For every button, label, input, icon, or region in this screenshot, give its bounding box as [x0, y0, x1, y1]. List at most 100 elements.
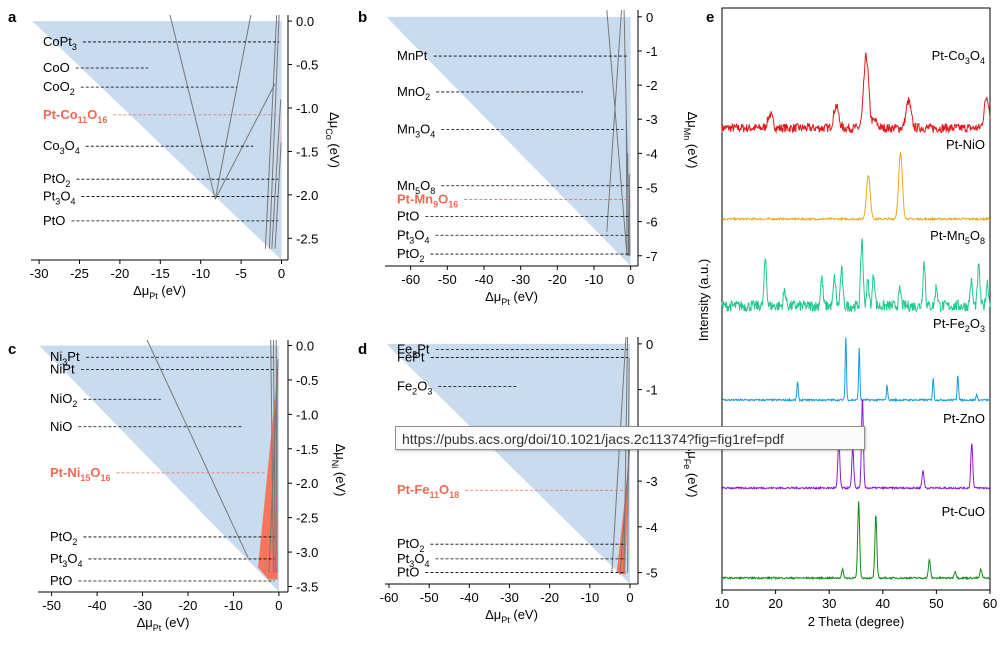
boundary-line: [270, 339, 274, 573]
y-tick-label: -2.5: [296, 511, 318, 526]
label-part: 3: [62, 357, 67, 367]
panel-d: Fe3PtFePtFe2O3Pt-Fe11O18PtO2Pt3O4PtO-60-…: [358, 337, 700, 625]
stable-region: [386, 343, 630, 584]
label-part: 4: [980, 56, 985, 66]
label-part: Ni: [50, 349, 62, 364]
label-part: (eV): [333, 468, 348, 496]
label-part: Fe: [397, 378, 412, 393]
label-part: O: [439, 482, 449, 497]
label-part: Mn: [397, 178, 415, 193]
x-tick-label: 20: [768, 596, 782, 611]
y-tick-label: -3: [646, 474, 658, 489]
label-part: O: [414, 551, 424, 566]
label-part: 18: [449, 490, 459, 500]
url-tooltip[interactable]: https://pubs.acs.org/doi/10.1021/jacs.2c…: [395, 426, 865, 450]
y-tick-label: 0.0: [296, 14, 314, 29]
label-part: 4: [430, 129, 435, 139]
y-tick-label: -3.5: [296, 579, 318, 594]
label-part: Δμ: [485, 289, 501, 304]
x-tick-label: -30: [133, 598, 152, 613]
x-tick-label: -60: [380, 590, 399, 605]
label-part: 4: [75, 146, 80, 156]
boundary-line: [611, 336, 627, 573]
phase-label: Fe2O3: [397, 378, 432, 396]
label-part: 16: [448, 199, 458, 209]
label-part: Δμ: [327, 112, 342, 128]
label-part: (eV): [685, 469, 700, 497]
x-tick-label: -40: [475, 272, 494, 287]
boundary-line: [271, 99, 282, 249]
x-tick-label: -20: [179, 598, 198, 613]
phase-label: PtO: [50, 573, 72, 588]
boundary-line: [169, 14, 216, 200]
xrd-series-line: [721, 399, 991, 491]
label-part: 2: [965, 324, 970, 334]
label-part: PtO: [50, 573, 72, 588]
x-tick-label: -10: [224, 598, 243, 613]
x-tick-label: -10: [585, 272, 604, 287]
x-tick-label: -10: [580, 590, 599, 605]
label-part: Mn: [682, 128, 692, 141]
phase-label: FePt: [397, 350, 425, 365]
label-part: 3: [409, 235, 414, 245]
label-part: 2: [419, 544, 424, 554]
x-tick-label: -20: [540, 590, 559, 605]
pt-phase-region: [280, 107, 282, 152]
label-part: CoO: [43, 79, 70, 94]
label-part: (eV): [510, 289, 538, 304]
label-part: O: [87, 107, 97, 122]
label-part: O: [65, 138, 75, 153]
phase-label: Co3O4: [43, 138, 80, 156]
label-part: MnO: [397, 84, 425, 99]
y-tick-label: -5: [646, 180, 658, 195]
y-tick-label: -0.5: [296, 58, 318, 73]
panel-e: ePt-Co3O4Pt-NiOPt-Mn5O8Pt-Fe2O3Pt-ZnOPt-…: [696, 7, 997, 629]
label-part: 3: [980, 324, 985, 334]
xrd-series-line: [721, 151, 991, 222]
boundary-line: [268, 14, 280, 249]
label-part: PtO: [43, 213, 65, 228]
x-tick-label: 50: [929, 596, 943, 611]
xrd-series-label: Pt-Fe2O3: [933, 316, 985, 334]
phase-label: Mn3O4: [397, 121, 435, 139]
panel-letter-a: a: [8, 9, 17, 26]
y-tick-label: -6: [646, 215, 658, 230]
x-tick-label: -15: [151, 266, 170, 281]
phase-label: PtO: [397, 209, 419, 224]
label-part: 5: [965, 236, 970, 246]
y-tick-label: -4: [646, 520, 658, 535]
label-part: O: [60, 189, 70, 204]
label-part: O: [67, 551, 77, 566]
y-tick-label: -0.5: [296, 373, 318, 388]
stable-region: [386, 16, 631, 267]
label-part: O: [90, 465, 100, 480]
x-tick-label: -10: [191, 266, 210, 281]
label-part: 2: [412, 386, 417, 396]
label-part: 9: [433, 199, 438, 209]
label-part: (eV): [158, 283, 186, 298]
y-tick-label: -7: [646, 249, 658, 264]
label-part: 3: [62, 559, 67, 569]
label-part: 3: [427, 386, 432, 396]
label-part: Δμ: [137, 615, 153, 630]
label-part: NiPt: [50, 362, 75, 377]
boundary-line: [628, 173, 631, 256]
label-part: CoO: [43, 60, 70, 75]
y-tick-label: -5: [646, 566, 658, 581]
y-tick-label: -1.0: [296, 101, 318, 116]
label-part: Pt-Co: [43, 107, 78, 122]
boundary-line: [214, 14, 252, 200]
x-tick-label: -30: [511, 272, 530, 287]
phase-label: PtO2: [397, 536, 424, 554]
label-part: Pt-CuO: [942, 504, 985, 519]
panel-c: Ni3PtNiPtNiO2NiOPt-Ni15O16PtO2Pt3O4PtO-5…: [8, 339, 348, 633]
y-tick-label: -1: [646, 383, 658, 398]
x-tick-label: -50: [42, 598, 61, 613]
label-part: FePt: [397, 350, 425, 365]
phase-label: PtO: [43, 213, 65, 228]
label-part: 2: [419, 254, 424, 264]
label-part: Co: [324, 128, 334, 140]
label-part: Pt: [417, 341, 430, 356]
boundary-line: [264, 14, 278, 249]
